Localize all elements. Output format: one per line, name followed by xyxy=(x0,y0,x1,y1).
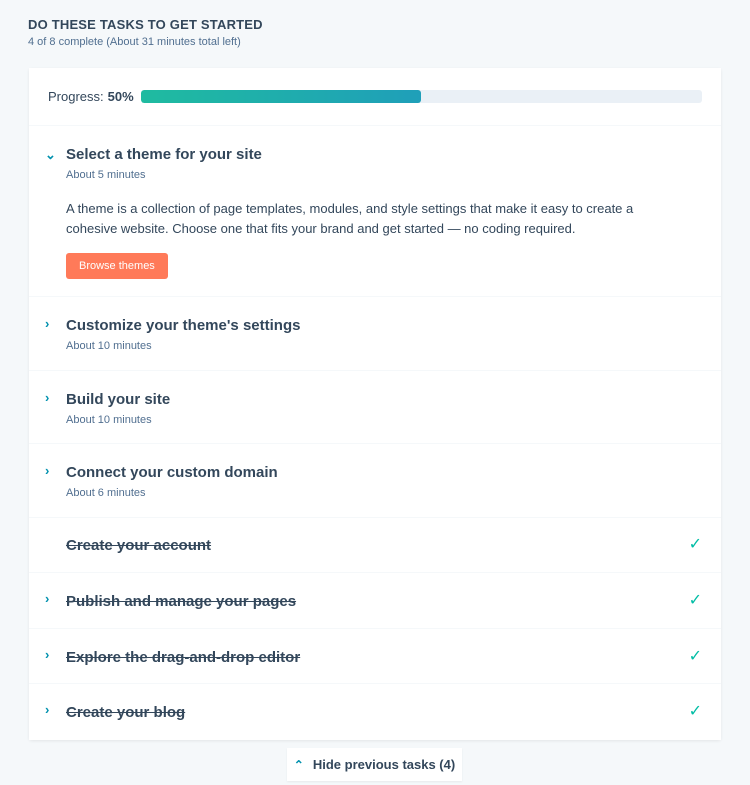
task-create-account[interactable]: Create your account ✓ xyxy=(29,518,721,572)
check-icon: ✓ xyxy=(688,592,702,609)
hide-label: Hide previous tasks (4) xyxy=(312,757,456,772)
progress-value: 50% xyxy=(107,89,134,104)
check-icon: ✓ xyxy=(688,648,702,665)
task-build-site[interactable]: › Build your site About 10 minutes xyxy=(29,371,721,443)
task-title: Customize your theme's settings xyxy=(66,317,301,334)
progress-bar xyxy=(140,90,702,103)
task-title: Create your blog xyxy=(66,704,186,721)
task-title: Connect your custom domain xyxy=(66,464,278,481)
hide-previous-tasks-button[interactable]: ⌃ Hide previous tasks (4) xyxy=(287,748,462,781)
task-select-theme[interactable]: ⌄ Select a theme for your site About 5 m… xyxy=(29,126,721,296)
completion-summary: 4 of 8 complete (About 31 minutes total … xyxy=(28,36,241,48)
task-title: Publish and manage your pages xyxy=(66,593,297,610)
chevron-right-icon[interactable]: › xyxy=(45,647,50,662)
task-publish-pages[interactable]: › Publish and manage your pages ✓ xyxy=(29,573,721,628)
task-customize-theme[interactable]: › Customize your theme's settings About … xyxy=(29,297,721,370)
check-icon: ✓ xyxy=(688,536,702,553)
task-connect-domain[interactable]: › Connect your custom domain About 6 min… xyxy=(29,444,721,517)
chevron-right-icon[interactable]: › xyxy=(45,390,50,405)
chevron-up-icon: ⌃ xyxy=(293,757,304,772)
chevron-right-icon[interactable]: › xyxy=(45,591,50,606)
chevron-down-icon[interactable]: ⌄ xyxy=(45,147,56,162)
task-title: Build your site xyxy=(66,391,171,408)
task-explore-editor[interactable]: › Explore the drag-and-drop editor ✓ xyxy=(29,629,721,683)
browse-themes-button[interactable]: Browse themes xyxy=(66,253,168,279)
task-create-blog[interactable]: › Create your blog ✓ xyxy=(29,684,721,740)
task-time: About 10 minutes xyxy=(66,414,152,426)
progress-section: Progress: 50% xyxy=(29,68,721,125)
task-time: About 6 minutes xyxy=(66,487,146,499)
check-icon: ✓ xyxy=(688,703,702,720)
task-title: Create your account xyxy=(66,537,212,554)
task-card: Progress: 50% ⌄ Select a theme for your … xyxy=(29,68,721,740)
task-time: About 5 minutes xyxy=(66,169,146,181)
task-description: A theme is a collection of page template… xyxy=(66,201,634,236)
progress-label: Progress: xyxy=(48,89,104,104)
chevron-right-icon[interactable]: › xyxy=(45,463,50,478)
chevron-right-icon[interactable]: › xyxy=(45,316,50,331)
page-title: DO THESE TASKS TO GET STARTED xyxy=(28,17,263,32)
task-title: Explore the drag-and-drop editor xyxy=(66,649,301,666)
chevron-right-icon[interactable]: › xyxy=(45,702,50,717)
task-time: About 10 minutes xyxy=(66,340,152,352)
progress-fill xyxy=(140,90,422,103)
task-title: Select a theme for your site xyxy=(66,146,262,163)
